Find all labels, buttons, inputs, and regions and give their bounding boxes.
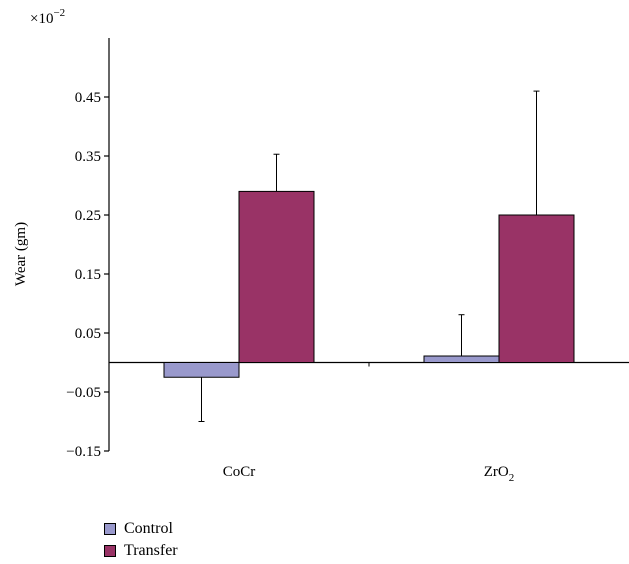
x-tick-label: ZrO2 xyxy=(484,464,515,484)
y-tick-label: 0.15 xyxy=(75,267,101,283)
bar-control-1 xyxy=(423,355,500,364)
plot-area: −0.15 −0.05 0.05 0.15 0.25 0.35 0.45 CoCr ZrO2 xyxy=(66,38,629,484)
legend-label-control: Control xyxy=(124,520,173,537)
legend-item-control: Control xyxy=(104,518,178,540)
bar-transfer-1 xyxy=(498,214,575,363)
y-tick-label: 0.45 xyxy=(75,90,101,106)
bar-control-0 xyxy=(163,362,240,378)
y-tick-label: 0.35 xyxy=(75,149,101,165)
y-tick-label: −0.05 xyxy=(66,385,101,401)
scale-base: ×10 xyxy=(30,11,53,27)
y-tick-label: 0.05 xyxy=(75,326,101,342)
bar-transfer-0 xyxy=(238,190,315,363)
y-tick-label: −0.15 xyxy=(66,444,101,460)
y-tick-label: 0.25 xyxy=(75,208,101,224)
axis-scale-label: ×10−2 xyxy=(30,7,65,27)
legend: Control Transfer xyxy=(104,518,178,562)
scale-exponent: −2 xyxy=(53,7,65,19)
legend-item-transfer: Transfer xyxy=(104,540,178,562)
legend-swatch-transfer xyxy=(104,545,116,557)
y-axis-label: Wear (gm) xyxy=(13,222,29,286)
legend-swatch-control xyxy=(104,523,116,535)
legend-label-transfer: Transfer xyxy=(124,542,178,559)
x-tick-label: CoCr xyxy=(223,464,256,480)
